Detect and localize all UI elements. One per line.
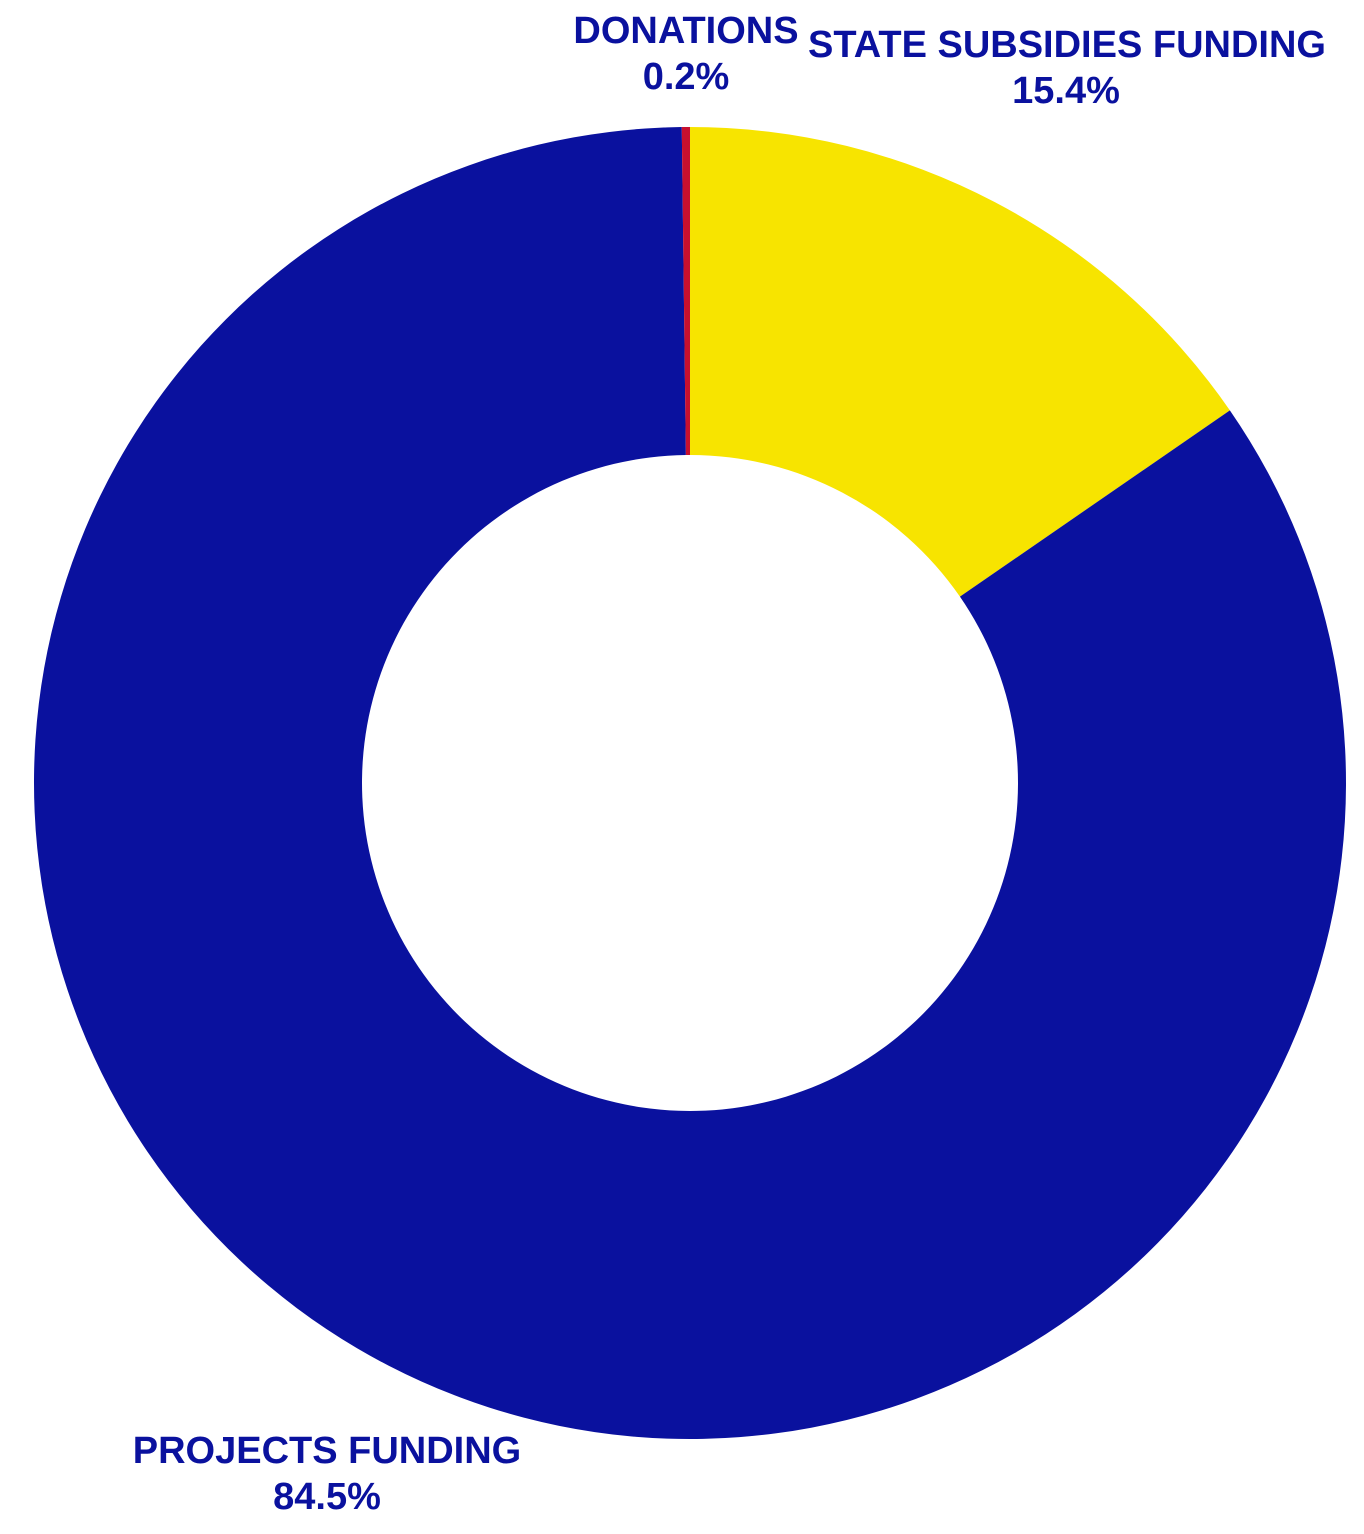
slice-projects-funding	[33, 127, 1346, 1440]
label-state-subsidies: STATE SUBSIDIES FUNDING 15.4%	[808, 22, 1326, 114]
label-projects-funding-name: PROJECTS FUNDING	[132, 1430, 522, 1472]
label-state-subsidies-name: STATE SUBSIDIES FUNDING	[808, 24, 1326, 66]
label-donations-value: 0.2%	[642, 56, 730, 98]
label-projects-funding-value: 84.5%	[273, 1476, 381, 1518]
slice-donations	[681, 127, 690, 456]
label-donations: DONATIONS 0.2%	[568, 8, 804, 100]
label-state-subsidies-value: 15.4%	[1012, 70, 1120, 112]
slice-state-subsidies-funding	[690, 127, 1230, 597]
label-projects-funding: PROJECTS FUNDING 84.5%	[122, 1428, 532, 1520]
donut-slices	[33, 127, 1346, 1440]
label-donations-name: DONATIONS	[573, 10, 799, 52]
